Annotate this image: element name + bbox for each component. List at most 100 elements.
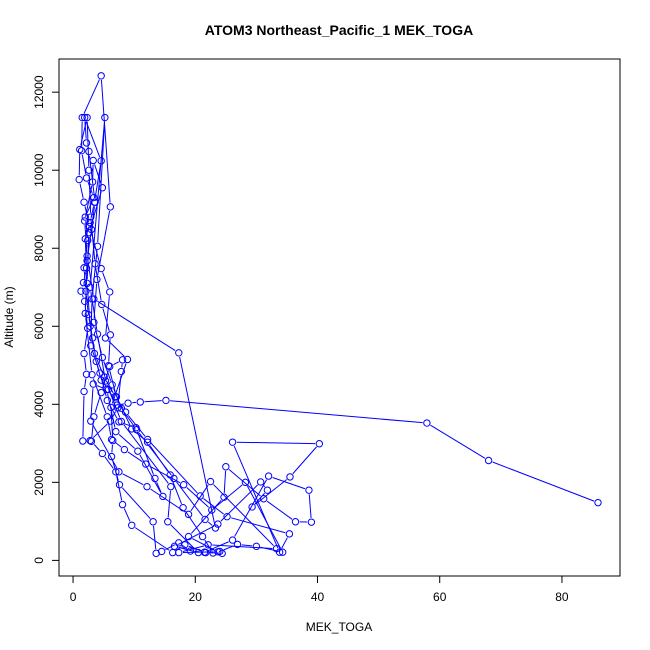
- data-point: [104, 361, 113, 370]
- series-segment: [104, 456, 114, 469]
- data-point: [81, 213, 89, 221]
- series-segment: [192, 538, 215, 551]
- series-segment: [84, 332, 88, 350]
- data-point: [80, 198, 88, 206]
- data-point: [216, 547, 224, 556]
- x-tick-label: 40: [311, 590, 325, 604]
- data-point: [256, 478, 265, 486]
- series-segment: [82, 395, 85, 437]
- data-point: [98, 449, 107, 458]
- series-segment: [266, 500, 293, 520]
- series-segment: [233, 445, 279, 549]
- data-point: [108, 381, 116, 389]
- data-point: [80, 387, 88, 396]
- data-point: [93, 275, 101, 284]
- series-segment: [260, 546, 279, 552]
- data-point: [88, 334, 97, 342]
- data-point: [75, 175, 83, 184]
- data-point: [101, 377, 110, 385]
- data-point: [291, 518, 300, 526]
- data-point: [87, 342, 95, 350]
- data-point: [260, 495, 268, 503]
- data-point: [90, 193, 98, 202]
- series-segment: [97, 338, 106, 377]
- series-segment: [108, 340, 125, 357]
- series-segment: [108, 339, 111, 362]
- data-point: [90, 198, 99, 206]
- data-point: [175, 349, 183, 357]
- data-point: [115, 481, 124, 489]
- series-segment: [214, 484, 243, 508]
- data-point: [594, 498, 602, 507]
- series-segment: [223, 470, 227, 494]
- data-point: [184, 510, 193, 519]
- series-segment: [123, 411, 135, 427]
- series-segment: [92, 423, 108, 439]
- series-segment: [134, 527, 170, 551]
- data-point: [83, 113, 91, 122]
- data-point: [223, 512, 231, 521]
- series-segment: [90, 388, 94, 417]
- data-point: [117, 367, 126, 376]
- series-segment: [102, 308, 110, 331]
- x-tick-label: 0: [70, 590, 77, 604]
- series-segment: [281, 537, 288, 549]
- y-axis: 0 2000 4000 6000 8000 10000 12000: [32, 75, 60, 564]
- chart-title: ATOM3 Northeast_Pacific_1 MEK_TOGA: [205, 22, 473, 38]
- data-point: [143, 438, 152, 446]
- series-segment: [97, 300, 176, 351]
- data-point: [132, 424, 140, 432]
- y-tick-label: 0: [32, 557, 46, 564]
- data-point: [109, 436, 117, 445]
- data-point: [81, 309, 89, 318]
- data-point: [87, 213, 95, 221]
- series-segment: [241, 544, 253, 547]
- data-point: [162, 396, 170, 405]
- data-point: [168, 548, 177, 557]
- series-segment: [254, 492, 265, 505]
- data-point: [167, 482, 175, 491]
- data-point: [143, 482, 151, 491]
- data-point: [252, 542, 261, 551]
- series-segment: [167, 490, 171, 518]
- y-tick-label: 8000: [32, 235, 46, 262]
- series-segment: [272, 477, 306, 490]
- series-segment: [236, 441, 316, 445]
- data-point: [204, 541, 212, 549]
- series-segment: [207, 521, 213, 526]
- data-point: [315, 440, 324, 448]
- data-point: [112, 468, 120, 476]
- data-point: [307, 518, 316, 526]
- data-point: [263, 486, 272, 494]
- data-point: [80, 264, 88, 272]
- data-point: [82, 287, 90, 295]
- series-segment: [150, 488, 186, 513]
- data-point: [220, 493, 228, 501]
- series-segment: [223, 545, 234, 551]
- data-point: [484, 456, 493, 465]
- series-segment: [492, 461, 595, 502]
- data-point: [149, 518, 157, 526]
- x-axis-label: MEK_TOGA: [306, 620, 372, 634]
- series-segment: [139, 454, 162, 493]
- data-point: [186, 547, 195, 555]
- data-point: [286, 473, 294, 481]
- data-point: [117, 417, 126, 426]
- series-segment: [190, 484, 209, 512]
- data-point: [128, 425, 136, 433]
- series-segment: [184, 510, 201, 534]
- series-segment: [292, 446, 317, 475]
- data-point: [91, 260, 99, 268]
- data-point: [106, 288, 114, 296]
- series-segment: [84, 305, 88, 325]
- data-point: [77, 287, 85, 295]
- data-point: [93, 242, 102, 250]
- series-segment: [81, 154, 87, 174]
- series-segment: [84, 121, 87, 139]
- series-segment: [127, 451, 143, 463]
- series-segment: [153, 525, 157, 550]
- series-segment: [170, 524, 196, 550]
- data-point: [87, 437, 96, 446]
- data-point: [152, 549, 160, 558]
- series-segment: [234, 479, 267, 537]
